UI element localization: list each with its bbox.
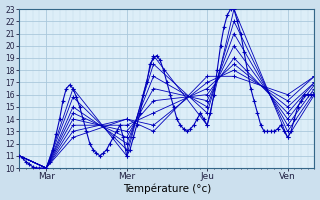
X-axis label: Température (°c): Température (°c) bbox=[123, 184, 211, 194]
